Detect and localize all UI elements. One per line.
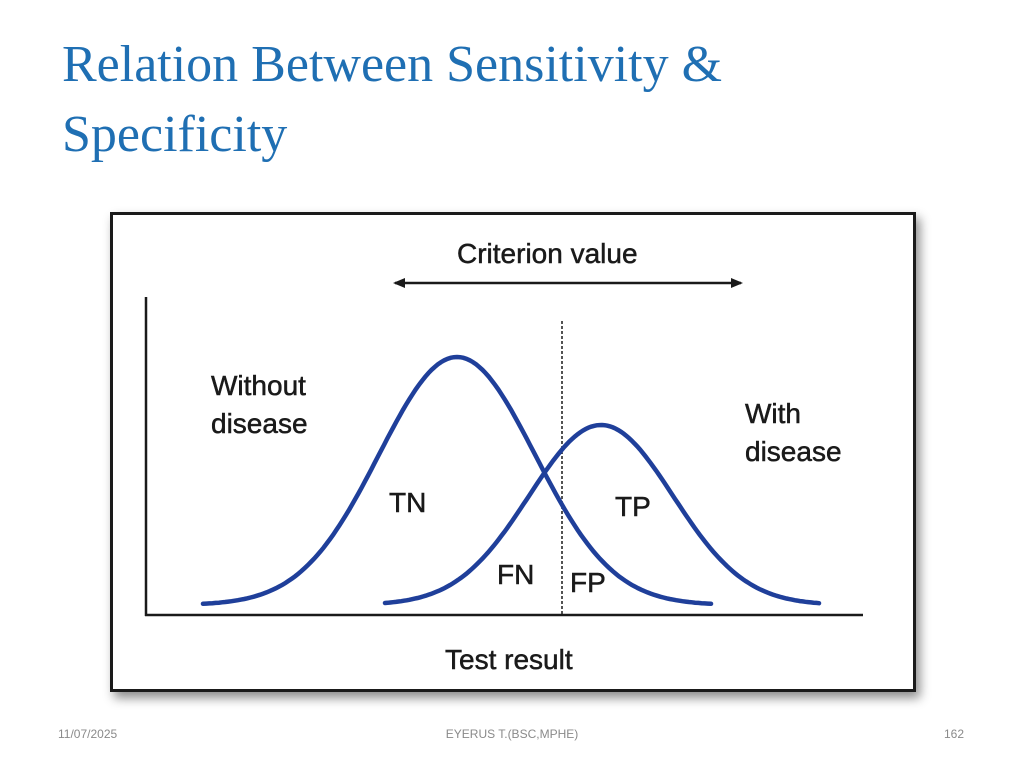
with-disease-label-line-2: disease: [745, 436, 842, 467]
tn-region-label: TN: [389, 487, 426, 518]
footer-author: EYERUS T.(BSC,MPHE): [445, 727, 579, 741]
fn-region-label: FN: [497, 559, 534, 590]
slide-title-line-1: Relation Between Sensitivity &: [62, 36, 723, 93]
x-axis-label: Test result: [445, 644, 573, 675]
without-disease-label-line-1: Without: [211, 370, 306, 401]
fp-region-label: FP: [570, 567, 606, 598]
footer-date: 11/07/2025: [58, 727, 118, 741]
sensitivity-specificity-diagram: Criterion value Without disease With dis…: [144, 238, 863, 675]
with-disease-curve: [382, 422, 822, 606]
without-disease-curve: [200, 354, 714, 607]
slide-title: Relation Between Sensitivity & Specifici…: [62, 30, 962, 170]
diagram-frame: Criterion value Without disease With dis…: [110, 212, 916, 692]
slide-title-line-2: Specificity: [62, 106, 288, 163]
criterion-value-label: Criterion value: [457, 238, 638, 269]
page-number: 162: [943, 727, 964, 741]
tp-region-label: TP: [615, 491, 651, 522]
without-disease-label-line-2: disease: [211, 408, 308, 439]
with-disease-label-line-1: With: [745, 398, 801, 429]
